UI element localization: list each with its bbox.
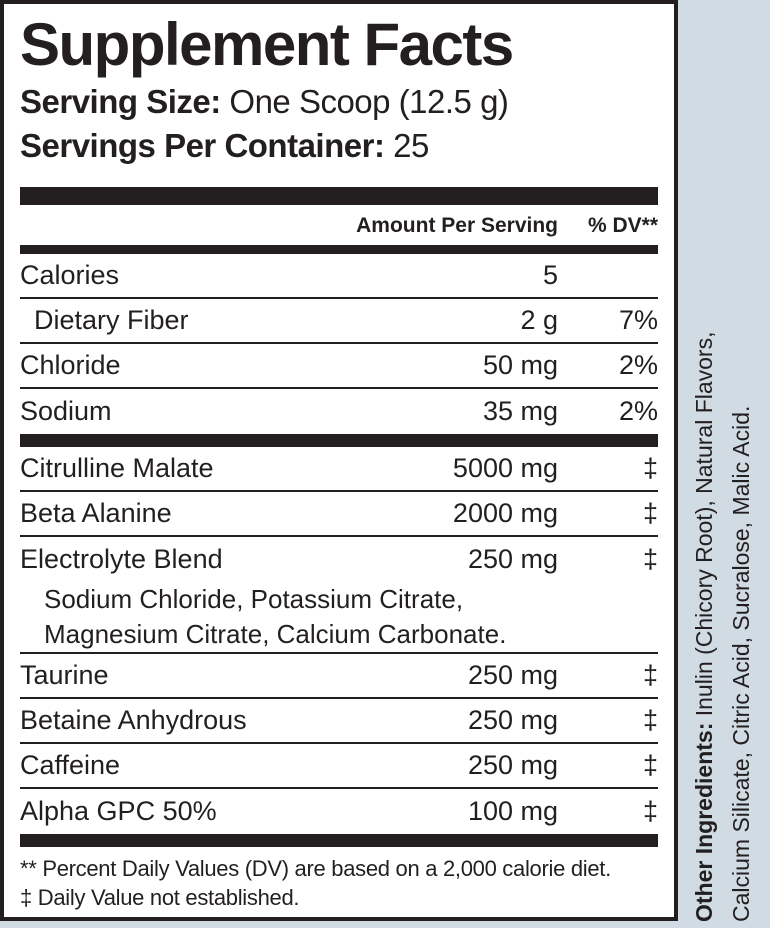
section-divider-bar <box>20 433 658 447</box>
section-divider-bar-top <box>20 186 658 205</box>
ingredient-dv: 2% <box>618 395 658 426</box>
ingredient-name: Dietary Fiber <box>34 304 189 335</box>
ingredient-sublist: Magnesium Citrate, Calcium Carbonate. <box>20 618 658 654</box>
footnotes: ** Percent Daily Values (DV) are based o… <box>20 854 658 912</box>
table-row: Dietary Fiber 2 g 7% <box>20 299 658 344</box>
ingredient-sublist: Sodium Chloride, Potassium Citrate, <box>44 584 464 614</box>
column-header-dv: % DV** <box>587 213 658 237</box>
other-ingredients-line1: Other Ingredients: Inulin (Chicory Root)… <box>686 4 723 922</box>
ingredient-dv: ‡ <box>642 497 658 528</box>
ingredient-name: Alpha GPC 50% <box>20 795 217 826</box>
ingredient-amount: 2 g <box>520 304 558 335</box>
ingredient-dv: ‡ <box>642 704 658 735</box>
footnote-dv: ** Percent Daily Values (DV) are based o… <box>20 855 611 881</box>
footnote-dagger: ‡ Daily Value not established. <box>20 884 300 910</box>
ingredient-dv: ‡ <box>642 749 658 780</box>
supplement-facts-panel: Supplement Facts Serving Size: One Scoop… <box>0 0 678 921</box>
ingredient-amount: 2000 mg <box>452 497 558 528</box>
ingredient-name: Sodium <box>20 395 112 426</box>
ingredient-amount: 250 mg <box>467 704 558 735</box>
serving-size-label: Serving Size: <box>20 83 221 120</box>
ingredient-amount: 5000 mg <box>452 452 558 483</box>
table-row: Citrulline Malate 5000 mg ‡ <box>20 447 658 492</box>
ingredient-name: Electrolyte Blend <box>20 543 223 574</box>
ingredient-amount: 35 mg <box>482 395 558 426</box>
serving-size-line: Serving Size: One Scoop (12.5 g) <box>20 82 658 122</box>
ingredient-dv: 2% <box>618 349 658 380</box>
servings-per-container-value: 25 <box>384 127 429 165</box>
page-title: Supplement Facts <box>20 11 514 78</box>
section-divider-bar <box>20 833 658 847</box>
ingredient-name: Taurine <box>20 659 109 690</box>
ingredient-dv: 7% <box>618 304 658 335</box>
servings-per-container-line: Servings Per Container: 25 <box>20 126 658 166</box>
ingredient-amount: 100 mg <box>467 795 558 826</box>
table-row: Electrolyte Blend 250 mg ‡ <box>20 537 658 582</box>
table-row: Alpha GPC 50% 100 mg ‡ <box>20 789 658 834</box>
other-ingredients-vertical-text: Other Ingredients: Inulin (Chicory Root)… <box>686 4 760 928</box>
table-row: Calories 5 <box>20 254 658 299</box>
table-row: Sodium 35 mg 2% <box>20 389 658 434</box>
ingredient-dv: ‡ <box>642 543 658 574</box>
ingredient-amount: 250 mg <box>467 659 558 690</box>
table-row: Chloride 50 mg 2% <box>20 344 658 389</box>
ingredient-dv: ‡ <box>642 659 658 690</box>
ingredient-name: Caffeine <box>20 749 121 780</box>
ingredient-amount: 5 <box>542 259 558 290</box>
ingredient-amount: 50 mg <box>482 349 558 380</box>
other-ingredients-line1-rest: Inulin (Chicory Root), Natural Flavors, <box>691 331 717 723</box>
other-ingredients-line2: Calcium Silicate, Citric Acid, Sucralose… <box>728 405 754 922</box>
ingredient-dv: ‡ <box>642 795 658 826</box>
ingredient-amount: 250 mg <box>467 543 558 574</box>
table-row: Betaine Anhydrous 250 mg ‡ <box>20 699 658 744</box>
ingredient-name: Chloride <box>20 349 121 380</box>
table-row: Caffeine 250 mg ‡ <box>20 744 658 789</box>
ingredient-name: Betaine Anhydrous <box>20 704 247 735</box>
ingredient-dv: ‡ <box>642 452 658 483</box>
servings-per-container-label: Servings Per Container: <box>20 127 385 165</box>
ingredient-amount: 250 mg <box>467 749 558 780</box>
ingredient-name: Beta Alanine <box>20 497 172 528</box>
table-row: Taurine 250 mg ‡ <box>20 654 658 699</box>
header-divider-bar <box>20 244 658 254</box>
ingredient-name: Calories <box>20 259 120 290</box>
column-header-amount: Amount Per Serving <box>356 213 558 237</box>
table-header-row: Amount Per Serving % DV** <box>20 205 658 245</box>
other-ingredients-label: Other Ingredients: <box>691 722 717 922</box>
table-row: Beta Alanine 2000 mg ‡ <box>20 492 658 537</box>
ingredient-name: Citrulline Malate <box>20 452 214 483</box>
serving-size-value: One Scoop (12.5 g) <box>220 83 509 120</box>
panel-content: Supplement Facts Serving Size: One Scoop… <box>4 12 674 912</box>
table-body: Calories 5 Dietary Fiber 2 g 7% Chloride 50 mg… <box>20 254 658 847</box>
